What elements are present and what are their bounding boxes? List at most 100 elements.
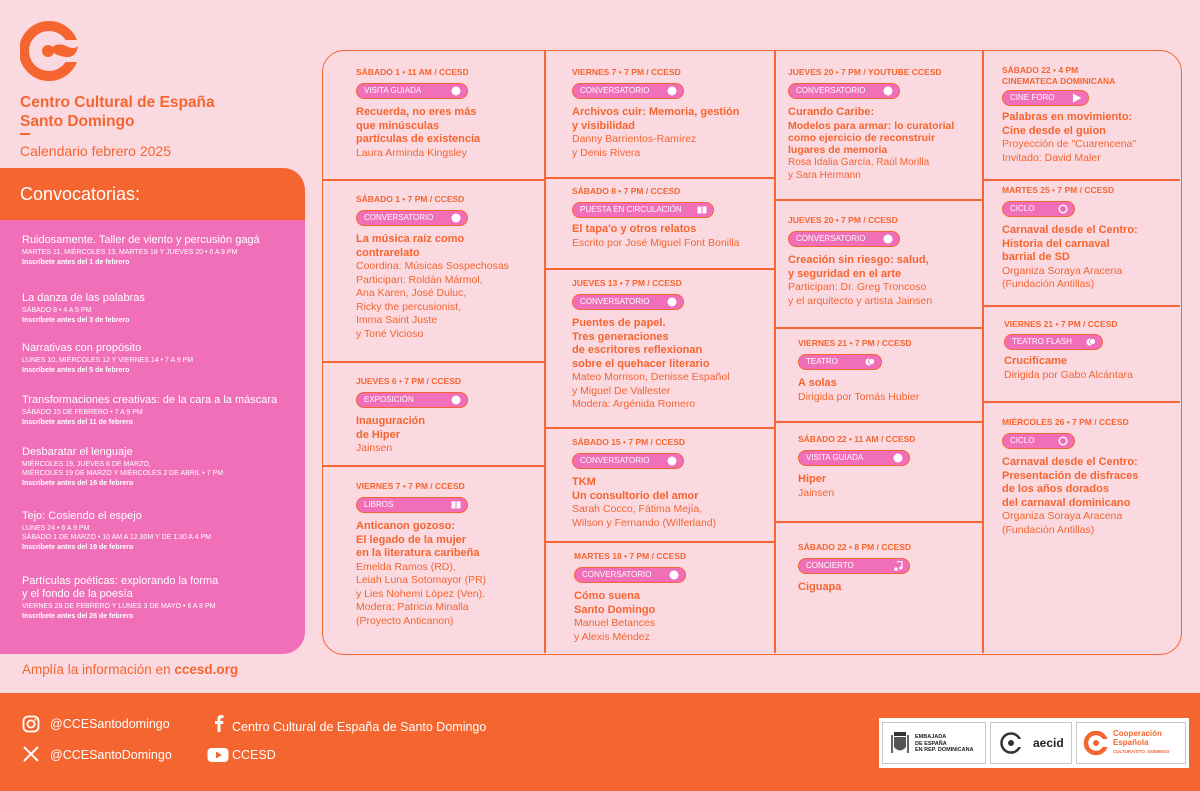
event-tag: CONVERSATORIO xyxy=(572,453,684,469)
org-name: Centro Cultural de España Santo Domingo xyxy=(20,94,215,130)
event-tag: TEATRO xyxy=(798,354,882,370)
calendar-title: Calendario febrero 2025 xyxy=(20,143,171,159)
call-item[interactable]: Partículas poéticas: explorando la forma… xyxy=(22,575,219,620)
event-card[interactable]: VIERNES 21 • 7 PM / CCESD TEATRO FLASH C… xyxy=(1004,319,1176,382)
circle-icon xyxy=(1058,204,1068,214)
event-details: Rosa Idalia García, Raúl Morilla y Sara H… xyxy=(788,156,930,181)
event-title: Inauguración de Hiper xyxy=(356,415,426,441)
event-title: Ciguapa xyxy=(798,581,842,593)
aecid-symbol-icon xyxy=(1000,732,1023,754)
event-details: Escrito por José Miguel Font Bonilla xyxy=(572,236,740,249)
youtube-channel[interactable]: CCESD xyxy=(232,748,276,762)
event-title: Archivos cuir: Memoria, gestión y visibil… xyxy=(572,106,740,132)
event-details: Dirigida por Tomás Hubier xyxy=(798,390,920,403)
event-tag: LIBROS xyxy=(356,497,468,513)
event-details: Emelda Ramos (RD), Leiah Luna Sotomayor (… xyxy=(356,560,487,627)
footer: @CCESantodomingo Centro Cultural de Espa… xyxy=(0,693,1200,791)
column-divider xyxy=(774,51,776,653)
event-tag: CICLO xyxy=(1002,433,1075,449)
row-divider xyxy=(323,361,544,363)
event-card[interactable]: SÁBADO 15 • 7 PM / CCESD CONVERSATORIO T… xyxy=(572,437,770,530)
event-details: Jainsen xyxy=(798,486,835,499)
title-divider xyxy=(20,133,30,135)
event-title: Carnaval desde el Centro: Historia del ca… xyxy=(1002,224,1138,263)
event-details: Organiza Soraya Aracena (Fundación Antill… xyxy=(1002,510,1123,536)
event-tag: CONVERSATORIO xyxy=(788,231,900,247)
row-divider xyxy=(323,465,544,467)
website-link[interactable]: ccesd.org xyxy=(174,662,239,677)
event-title: El tapa'o y otros relatos xyxy=(572,223,697,235)
event-card[interactable]: SÁBADO 22 • 4 PM CINEMATECA DOMINICANA C… xyxy=(1002,65,1177,165)
event-card[interactable]: SÁBADO 22 • 8 PM / CCESD CONCIERTO Cigua… xyxy=(798,542,978,595)
event-title: Carnaval desde el Centro: Presentación de… xyxy=(1002,456,1139,509)
aecid-logo: aecid xyxy=(990,722,1072,764)
instagram-handle[interactable]: @CCESantodomingo xyxy=(50,717,170,731)
event-card[interactable]: MARTES 25 • 7 PM / CCESD CICLO Carnaval … xyxy=(1002,185,1177,292)
event-tag: VISITA GUIADA xyxy=(356,83,468,99)
call-item[interactable]: Ruidosamente. Taller de viento y percusi… xyxy=(22,234,260,266)
event-title: Crucifícame xyxy=(1004,355,1067,367)
call-item[interactable]: Tejo: Cosiendo el espejo LUNES 24 • 6 A … xyxy=(22,510,211,551)
event-card[interactable]: MARTES 18 • 7 PM / CCESD CONVERSATORIO C… xyxy=(574,551,770,644)
book-icon xyxy=(451,501,461,509)
toggle-icon xyxy=(883,234,893,244)
play-icon xyxy=(1073,93,1082,103)
event-details: Manuel Betances y Alexis Méndez xyxy=(574,617,656,643)
event-tag: CONVERSATORIO xyxy=(356,210,468,226)
event-details: Participan: Dr. Greg Troncoso y el arquit… xyxy=(788,281,933,307)
toggle-icon xyxy=(893,453,903,463)
row-divider xyxy=(774,421,982,423)
event-tag: CINE FORO xyxy=(1002,90,1089,106)
event-card[interactable]: JUEVES 20 • 7 PM / CCESD CONVERSATORIO C… xyxy=(788,215,980,308)
row-divider xyxy=(774,199,982,201)
cooperacion-text: Cooperación Española xyxy=(1113,729,1162,747)
row-divider xyxy=(544,427,774,429)
event-card[interactable]: SÁBADO 8 • 7 PM / CCESD PUESTA EN CIRCUL… xyxy=(572,186,770,250)
embajada-text: EMBAJADA DE ESPAÑA EN REP. DOMINICANA xyxy=(915,734,974,753)
event-title: Palabras en movimiento: Cine desde el gui… xyxy=(1002,111,1133,137)
event-tag: VISITA GUIADA xyxy=(798,450,910,466)
event-title: A solas xyxy=(798,377,837,389)
event-tag: CONVERSATORIO xyxy=(574,567,686,583)
youtube-icon[interactable] xyxy=(207,746,229,764)
toggle-icon xyxy=(883,86,893,96)
toggle-icon xyxy=(667,297,677,307)
facebook-icon[interactable] xyxy=(210,714,228,732)
event-card[interactable]: SÁBADO 1 • 11 AM / CCESD VISITA GUIADA R… xyxy=(356,67,536,160)
call-item[interactable]: Transformaciones creativas: de la cara a… xyxy=(22,394,278,426)
ccesd-logo xyxy=(20,21,80,81)
row-divider xyxy=(982,305,1180,307)
event-details: Dirigida por Gabo Alcántara xyxy=(1004,368,1133,381)
event-card[interactable]: SÁBADO 1 • 7 PM / CCESD CONVERSATORIO La… xyxy=(356,194,541,341)
event-details: Coordina: Músicas Sospechosas Participan:… xyxy=(356,260,509,340)
call-item[interactable]: Narrativas con propósito LUNES 10, MIÉRC… xyxy=(22,342,194,374)
event-details: Mateo Morrison, Denisse Español y Miguel … xyxy=(572,371,730,410)
event-card[interactable]: JUEVES 6 • 7 PM / CCESD EXPOSICIÓN Inaug… xyxy=(356,376,536,456)
row-divider xyxy=(544,177,774,179)
event-details: Sarah Cocco, Fátima Mejía, Wilson y Ferna… xyxy=(572,503,717,529)
event-details: Organiza Soraya Aracena (Fundación Antill… xyxy=(1002,264,1123,291)
call-item[interactable]: La danza de las palabras SÁBADO 8 • 4 A … xyxy=(22,292,145,324)
event-title: Curando Caribe: Modelos para armar: lo c… xyxy=(788,106,955,156)
calls-panel: Convocatorias: Ruidosamente. Taller de v… xyxy=(0,168,305,654)
x-handle[interactable]: @CCESantoDomingo xyxy=(50,748,172,762)
x-icon[interactable] xyxy=(22,745,40,763)
event-card[interactable]: SÁBADO 22 • 11 AM / CCESD VISITA GUIADA … xyxy=(798,434,978,500)
event-card[interactable]: VIERNES 21 • 7 PM / CCESD TEATRO A solas… xyxy=(798,338,978,404)
call-item[interactable]: Desbaratar el lenguaje MIÉRCOLES 19, JUE… xyxy=(22,446,224,487)
facebook-page[interactable]: Centro Cultural de España de Santo Domin… xyxy=(232,720,487,734)
event-card[interactable]: JUEVES 13 • 7 PM / CCESD CONVERSATORIO P… xyxy=(572,278,770,412)
column-divider xyxy=(982,51,984,653)
toggle-icon xyxy=(669,570,679,580)
event-card[interactable]: VIERNES 7 • 7 PM / CCESD LIBROS Anticano… xyxy=(356,481,541,628)
event-tag: PUESTA EN CIRCULACIÓN xyxy=(572,202,714,218)
instagram-icon[interactable] xyxy=(22,715,40,733)
event-card[interactable]: MIÉRCOLES 26 • 7 PM / CCESD CICLO Carnav… xyxy=(1002,417,1177,537)
toggle-icon xyxy=(667,86,677,96)
event-title: Recuerda, no eres más que minúsculas partí… xyxy=(356,106,481,145)
event-details: Laura Arminda Kingsley xyxy=(356,146,467,159)
event-card[interactable]: VIERNES 7 • 7 PM / CCESD CONVERSATORIO A… xyxy=(572,67,770,160)
event-card[interactable]: JUEVES 20 • 7 PM / YOUTUBE CCESD CONVERS… xyxy=(788,67,980,182)
calls-heading: Convocatorias: xyxy=(0,168,305,220)
event-details: Jainsen xyxy=(356,442,393,454)
